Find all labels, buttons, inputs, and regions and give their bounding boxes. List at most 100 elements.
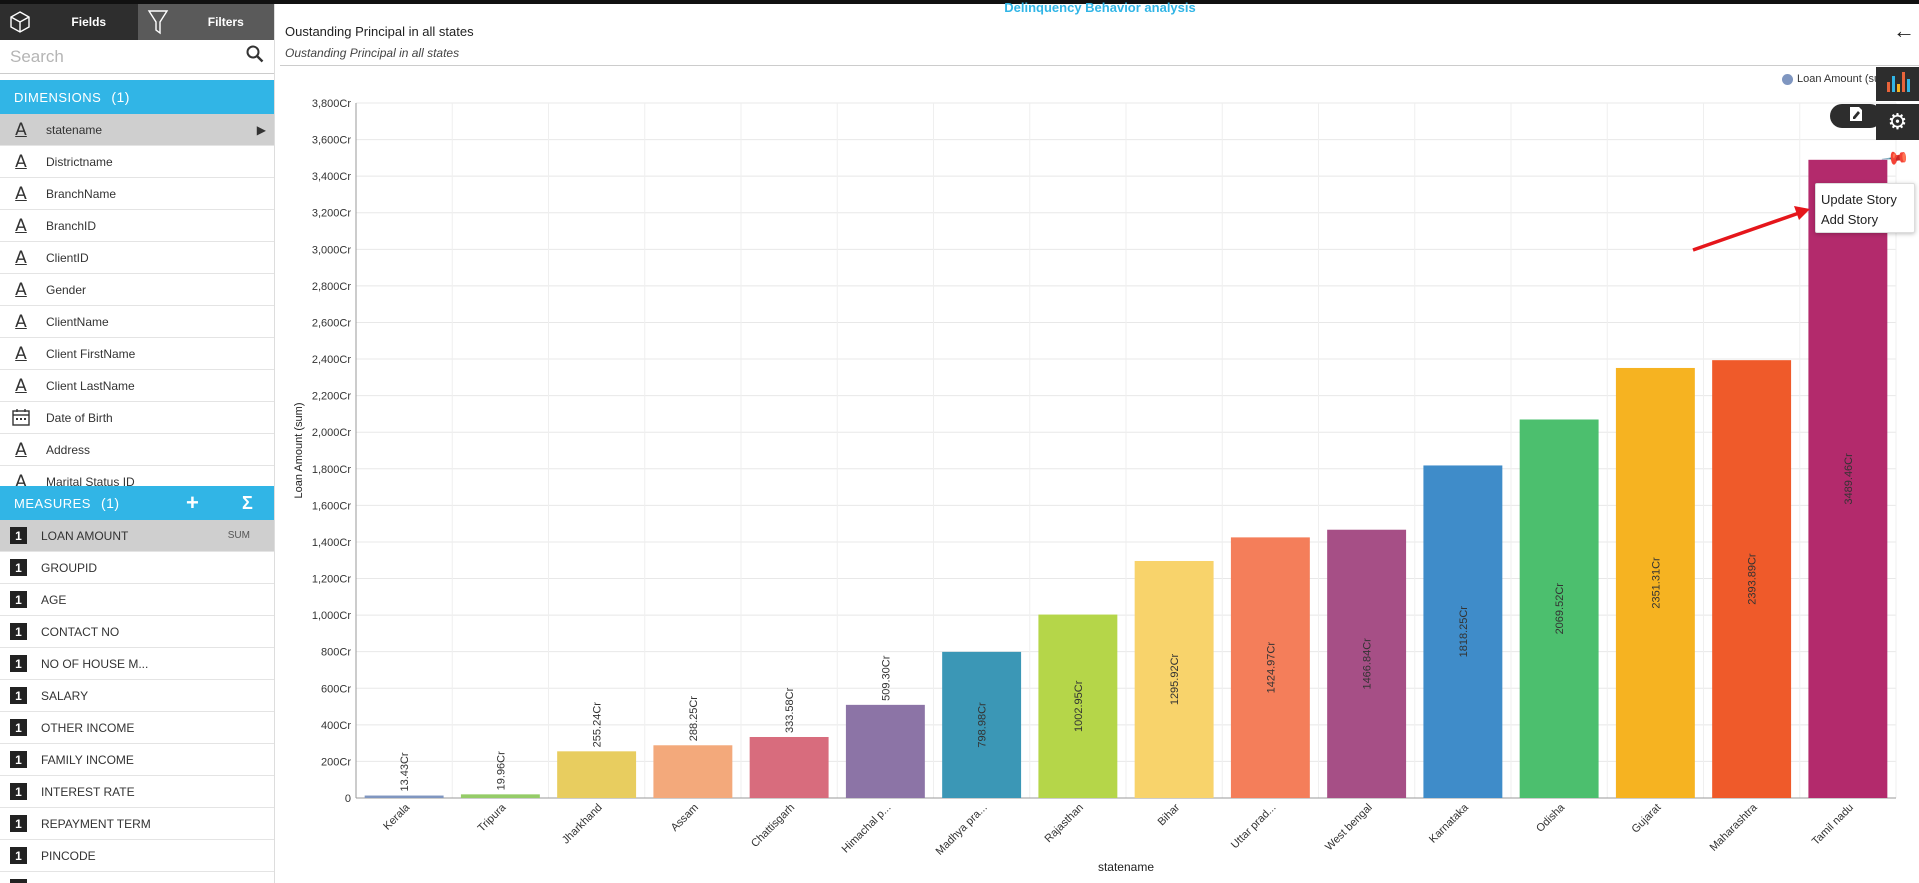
sigma-icon[interactable]: Σ bbox=[242, 492, 254, 513]
dimension-item[interactable]: A Client FirstName bbox=[0, 338, 274, 370]
dimension-item[interactable]: A Client LastName bbox=[0, 370, 274, 402]
bar-data-label: 798.98Cr bbox=[977, 702, 989, 748]
measure-label: NO OF HOUSE M... bbox=[41, 656, 149, 671]
y-axis-title: Loan Amount (sum) bbox=[293, 403, 305, 499]
measure-label: GROUPID bbox=[41, 560, 98, 575]
x-tick-label: Uttar prad... bbox=[1229, 802, 1279, 852]
measure-item[interactable]: 1 REPAYMENT TERM bbox=[0, 808, 274, 840]
x-tick-label: Madhya pra... bbox=[934, 802, 990, 858]
bar[interactable] bbox=[1230, 537, 1310, 798]
measure-item[interactable]: 1 FAMILY INCOME bbox=[0, 744, 274, 776]
measure-item[interactable]: 1 OTHER INCOME bbox=[0, 712, 274, 744]
funnel-icon bbox=[138, 4, 178, 40]
expand-arrow-icon[interactable]: ▶ bbox=[256, 122, 266, 137]
text-type-icon: A bbox=[15, 279, 27, 300]
dimension-item[interactable]: A Gender bbox=[0, 274, 274, 306]
bar[interactable] bbox=[1615, 367, 1695, 798]
dimension-item[interactable]: A Marital Status ID bbox=[0, 466, 274, 487]
calendar-icon bbox=[12, 409, 30, 426]
chart-type-button[interactable] bbox=[1876, 67, 1919, 101]
numeric-type-icon: 1 bbox=[10, 687, 27, 704]
back-arrow-icon[interactable]: ← bbox=[1893, 18, 1915, 43]
x-tick-label: Jharkhand bbox=[560, 802, 605, 847]
bar-data-label: 1818.25Cr bbox=[1458, 606, 1470, 658]
dimension-label: Date of Birth bbox=[46, 410, 113, 425]
chart-legend[interactable]: Loan Amount (su bbox=[1782, 73, 1880, 85]
add-measure-icon[interactable]: + bbox=[186, 490, 200, 515]
x-tick-label: Gujarat bbox=[1630, 802, 1664, 836]
y-tick-label: 2,000Cr bbox=[312, 427, 351, 439]
dimension-label: Marital Status ID bbox=[46, 474, 135, 487]
bar-chart: 0 200Cr 400Cr 600Cr 800Cr 1,000Cr 1,200Cr 1,400… bbox=[280, 66, 1919, 883]
cube-icon bbox=[0, 4, 40, 40]
bar[interactable] bbox=[364, 795, 444, 798]
numeric-type-icon: 1 bbox=[10, 655, 27, 672]
bar[interactable] bbox=[942, 651, 1022, 798]
dimension-item[interactable]: A BranchName bbox=[0, 178, 274, 210]
bar[interactable] bbox=[1327, 529, 1407, 798]
bar[interactable] bbox=[1423, 465, 1503, 798]
measure-item[interactable]: 1 AGE bbox=[0, 584, 274, 616]
measure-label: INTEREST RATE bbox=[41, 784, 135, 799]
dimension-item[interactable]: A Districtname bbox=[0, 146, 274, 178]
bar[interactable] bbox=[1808, 159, 1888, 798]
text-type-icon: A bbox=[15, 247, 27, 268]
bar[interactable] bbox=[460, 794, 540, 798]
measure-item[interactable]: 1 INTEREST RATE bbox=[0, 776, 274, 808]
measure-label: LOAN AMOUNT bbox=[41, 528, 129, 543]
story-toggle-button[interactable] bbox=[1830, 104, 1882, 128]
measure-item[interactable]: 1 SALARY bbox=[0, 680, 274, 712]
measure-label: FAMILY INCOME bbox=[41, 752, 134, 767]
measure-label: AGE bbox=[41, 592, 67, 607]
bar[interactable] bbox=[557, 751, 637, 798]
numeric-type-icon: 1 bbox=[10, 527, 27, 544]
numeric-type-icon: 1 bbox=[10, 847, 27, 864]
bar[interactable] bbox=[1519, 419, 1599, 798]
dimension-item[interactable]: A ClientID bbox=[0, 242, 274, 274]
measures-header: MEASURES (1) + Σ bbox=[0, 486, 274, 520]
legend-label: Loan Amount (su bbox=[1797, 73, 1881, 85]
bar-data-label: 1424.97Cr bbox=[1265, 642, 1277, 694]
dimension-item[interactable]: A Address bbox=[0, 434, 274, 466]
bar-data-label: 3489.46Cr bbox=[1843, 453, 1855, 505]
dimension-label: Gender bbox=[46, 282, 87, 297]
dimension-label: Client LastName bbox=[46, 378, 135, 393]
measure-item[interactable]: 1 CONTACT NO bbox=[0, 616, 274, 648]
bar[interactable] bbox=[1038, 614, 1118, 798]
bar-data-label: 19.96Cr bbox=[495, 751, 507, 790]
search-input[interactable] bbox=[10, 46, 246, 67]
measure-item[interactable]: 1 GROUPID bbox=[0, 552, 274, 584]
measure-item[interactable]: 1 LOAN AMOUNT SUM bbox=[0, 520, 274, 552]
search-icon[interactable] bbox=[246, 45, 264, 68]
x-tick-label: Himachal p... bbox=[840, 802, 894, 856]
text-type-icon: A bbox=[15, 343, 27, 364]
x-tick-label: Maharashtra bbox=[1708, 801, 1761, 854]
aggregation-label[interactable]: SUM bbox=[227, 530, 250, 541]
dimension-item[interactable]: A ClientName bbox=[0, 306, 274, 338]
update-story-menu-item[interactable]: Update Story bbox=[1821, 192, 1897, 207]
dimension-label: Client FirstName bbox=[46, 346, 136, 361]
x-tick-label: Rajasthan bbox=[1042, 802, 1086, 846]
add-story-menu-item[interactable]: Add Story bbox=[1821, 212, 1879, 227]
bar[interactable] bbox=[749, 736, 829, 798]
bar[interactable] bbox=[1712, 360, 1792, 798]
bar[interactable] bbox=[1134, 560, 1214, 798]
legend-swatch bbox=[1782, 73, 1793, 85]
gear-icon: ⚙ bbox=[1887, 109, 1908, 134]
dimension-item[interactable]: Date of Birth bbox=[0, 402, 274, 434]
fields-panel: Fields Filters DIMENSIONS (1) Astatename… bbox=[0, 4, 275, 883]
x-tick-label: Assam bbox=[669, 802, 701, 834]
bar[interactable] bbox=[653, 745, 733, 798]
y-tick-label: 1,400Cr bbox=[312, 537, 351, 549]
x-axis-title: statename bbox=[1098, 860, 1154, 874]
settings-button[interactable]: ⚙ bbox=[1876, 104, 1919, 140]
measure-item[interactable]: 1 NO OF HOUSE M... bbox=[0, 648, 274, 680]
tab-filters[interactable]: Filters bbox=[137, 4, 274, 40]
measure-item[interactable]: 1 PINCODE bbox=[0, 840, 274, 872]
dimension-item[interactable]: A BranchID bbox=[0, 210, 274, 242]
bar[interactable] bbox=[845, 704, 925, 798]
tab-fields[interactable]: Fields bbox=[0, 4, 138, 40]
measure-item[interactable]: 1 REPAYMENT TER... bbox=[0, 872, 274, 883]
